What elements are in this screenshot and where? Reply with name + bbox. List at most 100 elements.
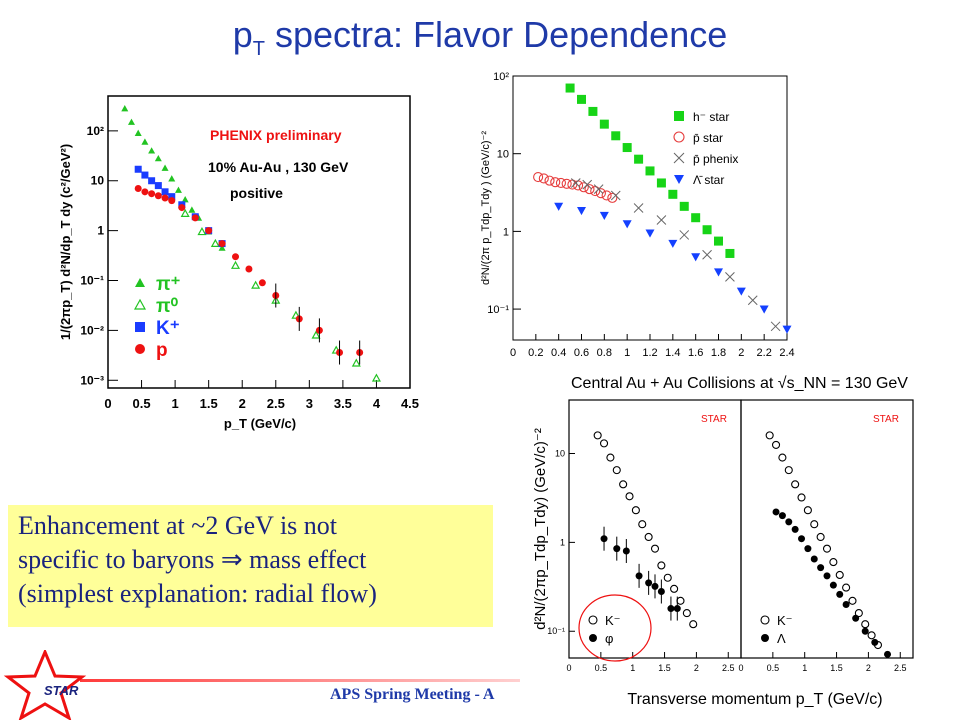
data-point (577, 94, 586, 104)
data-point (823, 572, 831, 580)
series-K⁻ (593, 431, 698, 629)
data-point (607, 192, 618, 203)
series-K⁻ (765, 431, 883, 650)
data-point (611, 131, 621, 141)
data-point (631, 506, 640, 515)
data-point (884, 650, 892, 658)
plot-frame (107, 95, 411, 389)
x-tick-label: 0 (104, 396, 111, 411)
legend-highlight (578, 594, 652, 662)
data-point (582, 179, 593, 190)
legend: π⁺π⁰K⁺p (133, 274, 181, 361)
data-point (135, 278, 145, 287)
legend-label: K⁺ (156, 318, 180, 339)
data-point (725, 271, 735, 282)
x-tick-label: 2.5 (722, 663, 735, 673)
data-point (867, 631, 876, 640)
data-point (218, 244, 226, 251)
legend-label: p̄ phenix (693, 152, 738, 166)
panel-tag: STAR (701, 414, 727, 425)
x-tick-label: 1 (630, 663, 635, 673)
y-tick-label: 1 (97, 224, 104, 238)
data-point (538, 173, 549, 184)
series-p̄ phenix (570, 178, 781, 332)
y-axis-label: d²N/(2πp_Tdp_Tdy) (GeV/c)⁻² (532, 428, 549, 630)
data-point (829, 558, 838, 567)
x-tick-label: 1.5 (200, 396, 218, 411)
data-point (810, 555, 818, 563)
data-point (588, 615, 598, 625)
data-point (871, 638, 879, 646)
data-point (154, 182, 162, 190)
x-tick-label: 4 (373, 396, 381, 411)
data-point (600, 535, 608, 543)
legend-label: K⁻ (605, 613, 621, 628)
data-point (121, 105, 129, 112)
x-tick-label: 0 (738, 663, 743, 673)
data-point (127, 118, 135, 125)
x-tick-label: 2.5 (267, 396, 285, 411)
x-tick-label: 1 (624, 347, 630, 359)
data-point (798, 535, 806, 543)
data-point (148, 190, 156, 198)
data-point (645, 229, 655, 238)
data-point (784, 466, 793, 475)
data-point (161, 164, 169, 171)
data-point (133, 298, 147, 310)
data-point (161, 188, 169, 196)
data-point (725, 248, 735, 258)
data-point (606, 453, 615, 462)
data-point (673, 605, 681, 613)
data-point (622, 547, 630, 555)
y-tick-label: 10 (91, 174, 105, 188)
y-tick-label: 10 (555, 449, 565, 459)
series-φ (600, 526, 681, 621)
data-point (634, 154, 644, 164)
x-tick-label: 2 (738, 347, 744, 359)
legend-label: π⁰ (156, 296, 179, 317)
data-point (588, 106, 598, 116)
legend-label: h⁻ star (693, 110, 729, 124)
data-point (154, 192, 162, 200)
x-tick-label: 1.5 (658, 663, 671, 673)
data-point (168, 197, 176, 205)
x-tick-label: 1 (802, 663, 807, 673)
data-point (570, 178, 581, 188)
data-point (702, 225, 712, 235)
data-point (135, 344, 145, 354)
series-Λ (772, 508, 892, 658)
data-point (134, 165, 142, 173)
x-tick-label: 0.2 (528, 347, 543, 359)
data-point (205, 227, 213, 235)
data-point (817, 564, 825, 572)
conclusion-callout: Enhancement at ~2 GeV is not specific to… (8, 505, 493, 627)
data-point (674, 175, 684, 184)
data-point (619, 480, 628, 489)
data-point (810, 520, 819, 529)
x-tick-label: 2.2 (757, 347, 772, 359)
x-tick-label: 2 (694, 663, 699, 673)
y-axis-label: 1/(2πp_T) d²N/dp_T dy (c²/GeV²) (60, 144, 73, 340)
annotation-system: 10% Au-Au , 130 GeV (208, 159, 349, 175)
series-h⁻ star (565, 83, 735, 258)
data-point (612, 466, 621, 475)
x-tick-label: 1.8 (711, 347, 726, 359)
data-point (595, 188, 606, 199)
annotation-experiment: PHENIX preliminary (210, 127, 342, 143)
data-point (555, 177, 566, 189)
data-point (778, 512, 786, 520)
plot-frame (512, 75, 788, 341)
data-point (554, 202, 564, 211)
data-point (245, 265, 253, 273)
x-tick-label: 1 (171, 396, 178, 411)
data-point (148, 177, 156, 185)
y-tick-label: 10⁻¹ (547, 626, 565, 636)
data-point (804, 545, 812, 553)
data-point (689, 620, 698, 629)
data-point (613, 545, 621, 553)
plot-frame (740, 399, 914, 659)
data-point (656, 215, 667, 225)
star-phenix-pbar-chart: 0 0.2 0.4 0.6 0.8 1 1.2 1.4 1.6 1.8 2 2.2 2.4 10² 10 1 1… (475, 70, 800, 365)
data-point (174, 186, 182, 193)
data-point (638, 520, 647, 529)
